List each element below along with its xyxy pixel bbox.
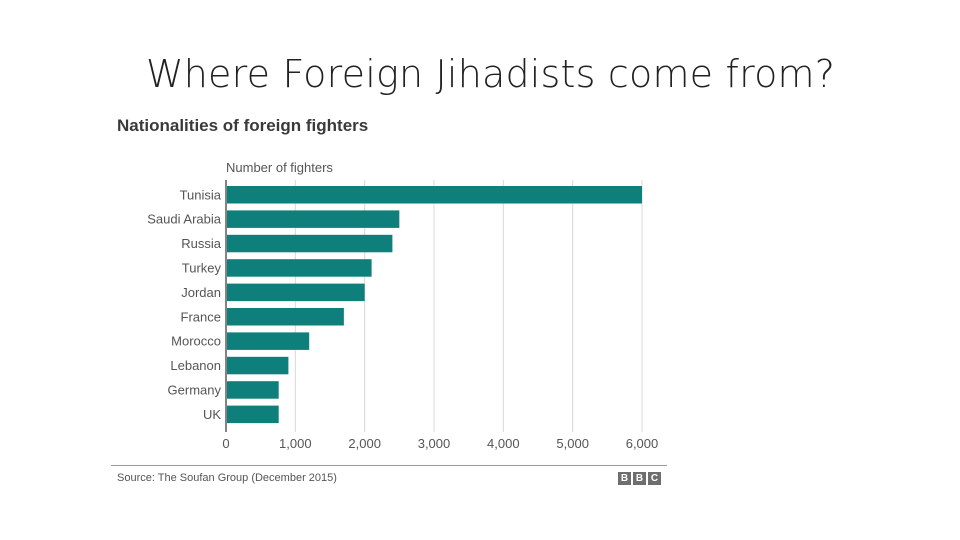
bar-jordan (227, 283, 365, 302)
x-tick-label: 2,000 (348, 436, 381, 451)
bar-tunisia (227, 186, 642, 204)
x-tick-label: 4,000 (487, 436, 520, 451)
source-note: Source: The Soufan Group (December 2015) (117, 472, 337, 484)
bar-uk (227, 405, 279, 424)
x-tick-label: 6,000 (626, 436, 659, 451)
bar-chart: Tunisia Saudi Arabia Russia Turkey Jordan Fra… (147, 160, 659, 451)
x-tick-label: 3,000 (418, 436, 451, 451)
chart-title: Nationalities of foreign fighters (117, 116, 369, 135)
y-category-label: Saudi Arabia (147, 212, 221, 227)
bbc-logo-letter: B (633, 472, 646, 485)
y-category-label: Tunisia (180, 187, 222, 202)
bbc-logo-letter: B (618, 472, 631, 485)
y-category-label: Jordan (181, 285, 221, 300)
x-tick-label: 5,000 (556, 436, 589, 451)
x-axis-label: Number of fighters (226, 160, 333, 175)
x-tick-label: 1,000 (279, 436, 312, 451)
bar-lebanon (227, 356, 289, 375)
bbc-logo: B B C (618, 472, 661, 485)
bar-france (227, 308, 344, 326)
y-category-label: Morocco (171, 334, 221, 349)
bar-turkey (227, 259, 372, 277)
slide-title: Where Foreign Jihadists come from? (146, 52, 836, 96)
y-category-label: Russia (181, 236, 222, 251)
y-category-label: Germany (168, 382, 222, 397)
bbc-logo-letter: C (648, 472, 661, 485)
bar-russia (227, 234, 393, 253)
bar-morocco (227, 332, 310, 350)
y-category-label: Turkey (182, 260, 222, 275)
footer-divider (111, 465, 667, 466)
bar-saudi-arabia (227, 210, 400, 228)
y-category-label: Lebanon (170, 358, 221, 373)
y-category-label: UK (203, 407, 221, 422)
x-tick-label: 0 (222, 436, 229, 451)
bar-germany (227, 381, 279, 399)
y-category-label: France (181, 309, 221, 324)
